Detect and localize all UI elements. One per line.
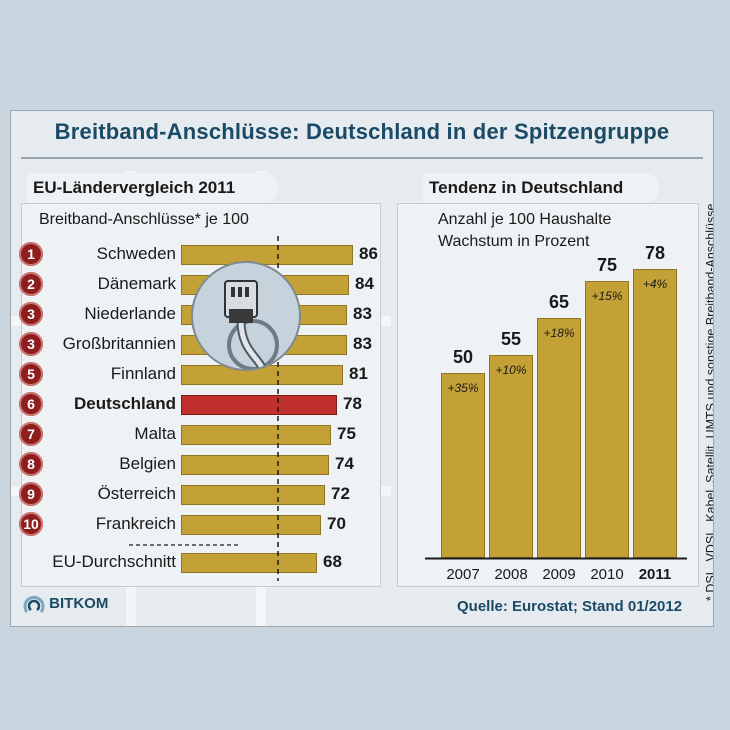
country-bar [181,455,329,475]
country-label: Frankreich [95,514,176,533]
country-label: Malta [134,424,176,443]
country-bar [181,395,337,415]
rank-badge: 7 [19,422,43,446]
rank-badge: 3 [19,302,43,326]
right-panel-subtitle-2: Wachstum in Prozent [438,233,590,250]
average-separator [129,544,239,546]
source-note: Quelle: Eurostat; Stand 01/2012 [457,598,683,615]
country-value: 86 [359,244,378,263]
rank-badge: 8 [19,452,43,476]
country-bar [181,515,321,535]
year-label: 2011 [638,566,672,583]
rank-badge: 2 [19,272,43,296]
bitkom-logo-icon [23,595,45,613]
trend-column [633,269,677,558]
country-label: Dänemark [97,274,176,293]
title-divider [21,157,703,159]
trend-value: 65 [548,291,570,312]
year-label: 2008 [494,566,528,583]
trend-column [441,373,485,558]
bitkom-logo-text: BITKOM [49,594,109,612]
trend-column [489,354,533,558]
trend-column [585,280,629,558]
year-label: 2010 [590,566,624,583]
trend-growth-label: +4% [642,277,668,292]
country-value: 83 [353,334,372,353]
country-label: Schweden [96,244,176,263]
country-value: 81 [349,364,368,383]
right-panel-subtitle-1: Anzahl je 100 Haushalte [438,211,612,228]
trend-baseline [425,557,687,560]
country-value: 83 [353,304,372,323]
rank-badge: 1 [19,242,43,266]
average-value: 68 [323,552,342,571]
rank-badge: 3 [19,332,43,356]
trend-value: 55 [500,328,522,349]
left-panel-heading: EU-Ländervergleich 2011 [27,173,278,203]
year-label: 2009 [542,566,576,583]
country-value: 70 [327,514,346,533]
network-plug-icon [191,261,301,371]
average-bar [181,553,317,573]
country-label: Niederlande [84,304,176,323]
trend-growth-label: +18% [543,325,575,340]
rank-badge: 6 [19,392,43,416]
year-label: 2007 [446,566,480,583]
rank-badge: 5 [19,362,43,386]
country-value: 78 [343,394,362,413]
country-bar [181,425,331,445]
country-value: 72 [331,484,350,503]
trend-value: 50 [452,347,474,367]
left-panel-subtitle: Breitband-Anschlüsse* je 100 [39,211,249,228]
country-bar [181,245,353,265]
trend-column [537,317,581,558]
rank-badge: 10 [19,512,43,536]
country-value: 74 [335,454,354,473]
country-label: Großbritannien [62,334,176,353]
average-label: EU-Durchschnitt [52,552,176,571]
country-label: Österreich [97,484,176,503]
trend-growth-label: +10% [495,362,527,377]
country-label: Belgien [119,454,176,473]
trend-growth-label: +35% [447,381,479,395]
country-label: Deutschland [73,394,176,413]
trend-value: 78 [644,243,666,264]
country-value: 84 [355,274,374,293]
country-label: Finnland [110,364,176,383]
rank-badge: 9 [19,482,43,506]
right-panel-heading: Tendenz in Deutschland [423,173,659,203]
footnote-text: * DSL, VDSL, Kabel, Satellit, UMTS und s… [704,204,714,601]
country-bar [181,485,325,505]
bitkom-logo: BITKOM [23,594,108,614]
infographic-card: Breitband-Anschlüsse: Deutschland in der… [10,110,714,627]
trend-growth-label: +15% [591,288,623,303]
footnote-vertical: * DSL, VDSL, Kabel, Satellit, UMTS und s… [704,204,714,601]
trend-value: 75 [596,254,618,275]
country-value: 75 [337,424,356,443]
main-title: Breitband-Anschlüsse: Deutschland in der… [54,119,670,144]
